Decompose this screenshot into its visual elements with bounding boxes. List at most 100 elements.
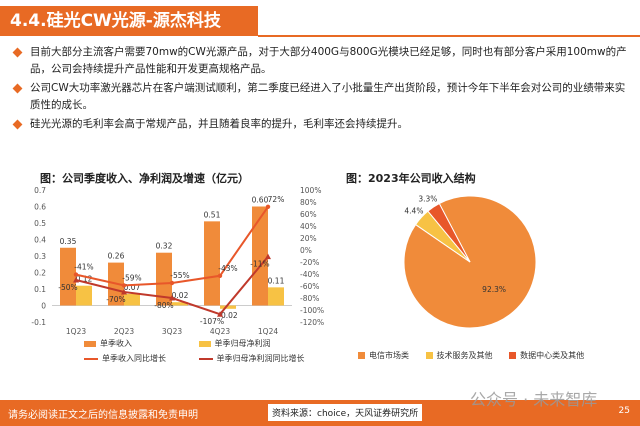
legend-label: 电信市场类 xyxy=(369,351,409,360)
profit-bar-label: -0.02 xyxy=(218,311,238,320)
pie-slice-label: 3.3% xyxy=(418,195,437,204)
legend-label: 数据中心类及其他 xyxy=(520,351,585,360)
profit-growth-label: -11% xyxy=(250,260,269,269)
revenue-growth-label: -41% xyxy=(74,263,93,272)
revenue-bar xyxy=(204,221,220,306)
profit-growth-point xyxy=(265,253,271,260)
x-tick-label: 2Q23 xyxy=(114,327,134,336)
bullet-text: 目前大部分主流客户需要70mw的CW光源产品，对于大部分400G与800G光模块… xyxy=(30,46,627,75)
x-tick-label: 3Q23 xyxy=(162,327,182,336)
page-title: 4.4.硅光CW光源-源杰科技 xyxy=(0,6,258,36)
legend-label: 单季收入 xyxy=(100,339,132,348)
revenue-bar xyxy=(60,247,76,306)
profit-growth-point xyxy=(121,289,127,295)
revenue-structure-pie: 92.3% 4.4% 3.3% xyxy=(403,195,537,329)
revenue-growth-point xyxy=(73,272,79,277)
x-tick-label: 4Q23 xyxy=(210,327,230,336)
bullet-item: 公司CW大功率激光器芯片在客户端测试顺利，第二季度已经进入了小批量生产出货阶段，… xyxy=(10,80,630,114)
legend-label: 技术服务及其他 xyxy=(436,351,493,360)
legend-swatch-icon xyxy=(198,340,211,347)
legend-line-icon xyxy=(198,357,213,360)
revenue-growth-label: -59% xyxy=(122,273,141,282)
revenue-growth-label: -55% xyxy=(170,271,189,280)
y-tick-label: 0.3 xyxy=(34,252,46,261)
revenue-growth-point xyxy=(265,204,271,209)
legend-swatch-icon xyxy=(425,352,433,359)
profit-bar-label: 0.02 xyxy=(172,291,189,300)
legend-item: 技术服务及其他 xyxy=(425,351,496,360)
profit-bar xyxy=(220,305,236,309)
y2-tick-label: 0% xyxy=(300,246,312,255)
profit-bar-label: 0.11 xyxy=(268,276,285,285)
bullet-item: 硅光光源的毛利率会高于常规产品，并且随着良率的提升，毛利率还会持续提升。 xyxy=(10,116,630,133)
diamond-bullet-icon xyxy=(12,47,23,58)
profit-growth-point xyxy=(217,311,223,317)
pie-slice-label: 4.4% xyxy=(404,207,423,216)
y-tick-label: 0 xyxy=(41,302,46,311)
pie-slice xyxy=(427,202,471,263)
y2-tick-label: -60% xyxy=(300,282,319,291)
y2-tick-label: -100% xyxy=(300,306,324,315)
diamond-bullet-icon xyxy=(12,83,23,94)
revenue-growth-label: -43% xyxy=(218,264,237,273)
combo-legend: 单季收入 单季归母净利润 单季收入同比增长 单季归母净利润同比增长 xyxy=(84,338,305,364)
watermark: 公众号 · 未来智库 xyxy=(470,390,598,409)
legend-swatch-icon xyxy=(358,352,365,359)
y-tick-label: 0.6 xyxy=(34,203,46,212)
y-tick-label: -0.1 xyxy=(31,318,46,327)
profit-bar xyxy=(268,287,284,306)
x-tick-label: 1Q23 xyxy=(66,327,86,336)
revenue-bar-label: 0.51 xyxy=(204,210,221,219)
revenue-growth-point xyxy=(169,280,175,286)
legend-item: 单季归母净利润 xyxy=(198,339,271,348)
y-tick-label: 0.5 xyxy=(34,219,46,228)
legend-swatch-icon xyxy=(509,352,517,359)
legend-line-icon xyxy=(84,357,98,360)
revenue-bar-label: 0.35 xyxy=(60,237,77,246)
quarterly-revenue-chart: 0.7 0.6 0.5 0.4 0.3 0.2 0.1 0 -0.1 100% 80% 60% 40% 2… xyxy=(31,186,324,336)
bullet-text: 公司CW大功率激光器芯片在客户端测试顺利，第二季度已经进入了小批量生产出货阶段，… xyxy=(30,82,626,111)
bullet-text: 硅光光源的毛利率会高于常规产品，并且随着良率的提升，毛利率还会持续提升。 xyxy=(30,118,408,130)
y-tick-label: 0.4 xyxy=(34,236,46,245)
legend-swatch-icon xyxy=(84,340,96,347)
y2-tick-label: 80% xyxy=(300,198,317,207)
revenue-bar xyxy=(252,206,268,306)
profit-bar-label: 0.12 xyxy=(76,275,93,284)
y2-tick-label: -120% xyxy=(300,318,324,327)
bullet-item: 目前大部分主流客户需要70mw的CW光源产品，对于大部分400G与800G光模块… xyxy=(10,44,630,78)
title-underline xyxy=(258,35,640,37)
profit-growth-label: -107% xyxy=(200,317,224,326)
legend-label: 单季收入同比增长 xyxy=(102,354,166,363)
revenue-growth-point xyxy=(217,273,223,278)
y-tick-label: 0.1 xyxy=(34,285,46,294)
y2-tick-label: 60% xyxy=(300,210,317,219)
profit-bar xyxy=(124,293,140,306)
profit-growth-point xyxy=(73,277,79,283)
y2-tick-label: 20% xyxy=(300,234,317,243)
footer-disclaimer: 请务必阅读正文之后的信息披露和免责申明 xyxy=(8,410,198,421)
legend-item: 数据中心类及其他 xyxy=(509,351,584,360)
legend-item: 单季收入 xyxy=(84,338,196,349)
profit-growth-point xyxy=(169,295,175,301)
legend-item: 电信市场类 xyxy=(358,351,412,360)
legend-item: 单季收入同比增长 xyxy=(84,353,196,364)
pie-legend: 电信市场类 技术服务及其他 数据中心类及其他 xyxy=(358,350,584,361)
y-tick-label: 0.2 xyxy=(34,269,46,278)
pie-slice-label: 92.3% xyxy=(482,285,506,294)
y2-tick-label: 40% xyxy=(300,222,317,231)
revenue-bar-label: 0.60 xyxy=(252,196,269,205)
x-tick-label: 1Q24 xyxy=(258,327,278,336)
legend-item: 单季归母净利润同比增长 xyxy=(198,354,305,363)
revenue-growth-point xyxy=(121,283,127,288)
profit-growth-label: -70% xyxy=(106,295,125,304)
profit-growth-label: -80% xyxy=(154,301,173,310)
bullet-list: 目前大部分主流客户需要70mw的CW光源产品，对于大部分400G与800G光模块… xyxy=(10,44,630,135)
legend-label: 单季归母净利润 xyxy=(214,339,271,348)
profit-bar-label: 0.07 xyxy=(124,283,141,292)
chart1-title: 图：公司季度收入、净利润及增速（亿元） xyxy=(40,172,249,185)
revenue-bar-label: 0.32 xyxy=(156,242,173,251)
y2-tick-label: 100% xyxy=(300,186,321,195)
y2-tick-label: -20% xyxy=(300,258,319,267)
revenue-bar xyxy=(156,252,172,306)
revenue-growth-label: 72% xyxy=(268,195,285,204)
